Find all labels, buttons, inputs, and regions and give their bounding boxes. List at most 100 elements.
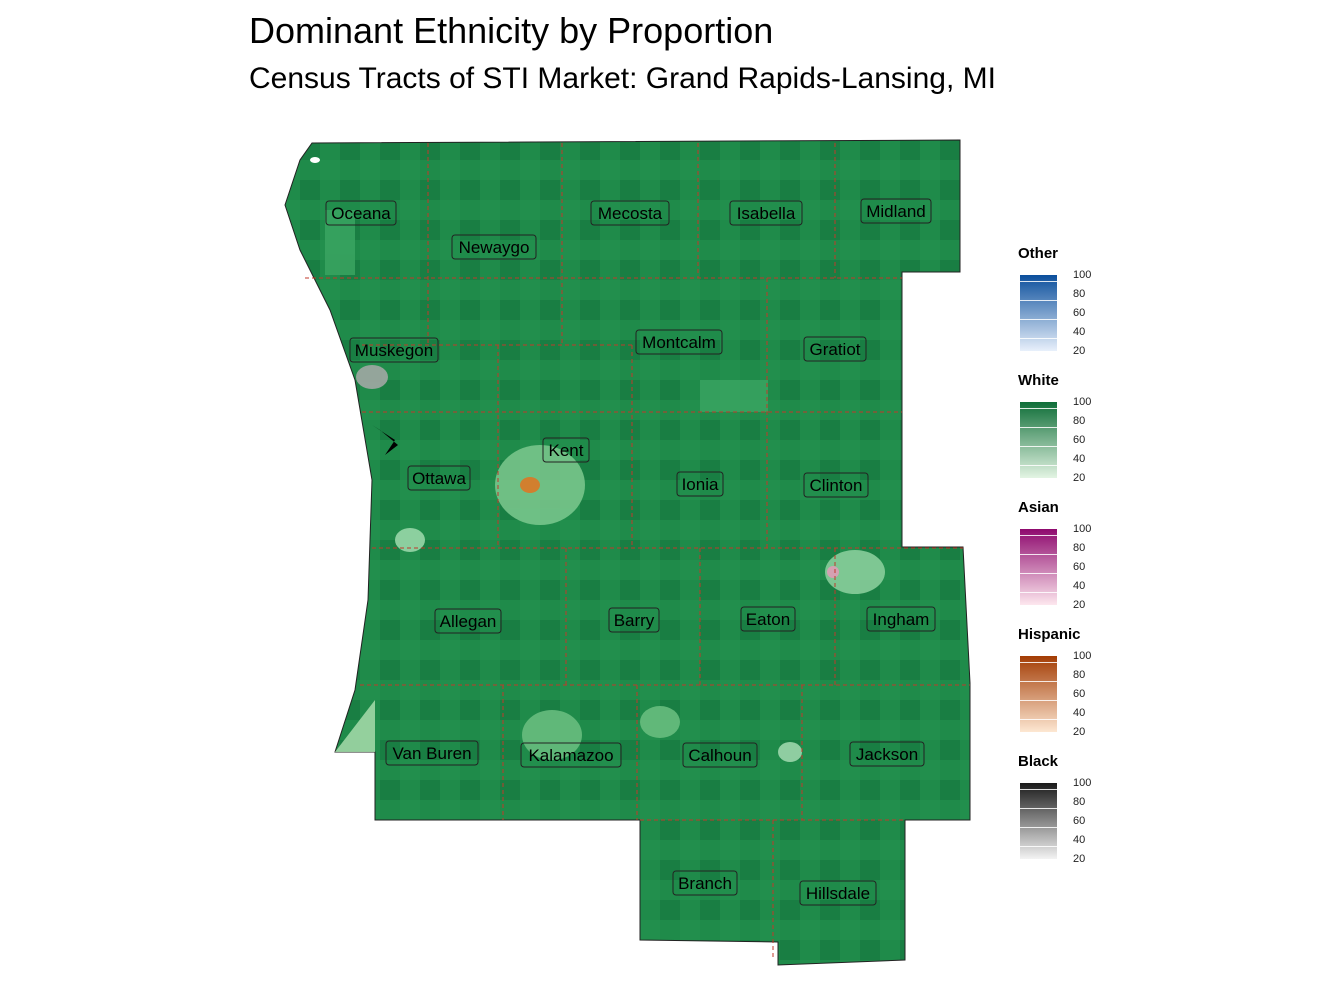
county-label-hillsdale: Hillsdale — [799, 880, 877, 906]
legend-color-bar — [1020, 656, 1057, 732]
county-label-ingham: Ingham — [866, 606, 936, 632]
legend-tick-mark — [1020, 554, 1057, 556]
legend-black: Black 100 80 60 40 20 — [1018, 753, 1128, 880]
legend-tick-mark — [1020, 662, 1057, 664]
legend-tick-mark — [1020, 592, 1057, 594]
county-label-calhoun: Calhoun — [682, 742, 758, 768]
legend-tick-mark — [1020, 319, 1057, 321]
county-label-ionia: Ionia — [676, 471, 724, 497]
map-title: Dominant Ethnicity by Proportion — [249, 10, 774, 51]
legend-tick-mark — [1020, 281, 1057, 283]
county-label-clinton: Clinton — [803, 472, 869, 498]
legend-tick: 80 — [1073, 542, 1086, 554]
county-label-text: Hillsdale — [806, 884, 870, 903]
legend-tick-mark — [1020, 338, 1057, 340]
county-label-branch: Branch — [672, 870, 738, 896]
county-label-text: Mecosta — [598, 204, 663, 223]
legend-white: White 100 80 60 40 20 — [1018, 372, 1128, 499]
county-label-montcalm: Montcalm — [635, 329, 723, 355]
legend-tick: 60 — [1073, 688, 1086, 700]
county-label-text: Branch — [678, 874, 732, 893]
legend-tick: 40 — [1073, 453, 1086, 465]
county-label-muskegon: Muskegon — [349, 337, 439, 363]
legend-ticks: 100 80 60 40 20 — [1073, 523, 1091, 618]
lakes — [310, 157, 398, 455]
legend-title: Asian — [1018, 499, 1059, 516]
county-label-van-buren: Van Buren — [385, 740, 479, 766]
county-label-text: Eaton — [746, 610, 790, 629]
county-label-kalamazoo: Kalamazoo — [520, 742, 622, 768]
choropleth-map: Oceana Newaygo Mecosta Isabella Midland … — [284, 139, 971, 966]
county-label-text: Jackson — [856, 745, 918, 764]
county-label-text: Barry — [614, 611, 655, 630]
county-label-eaton: Eaton — [740, 606, 796, 632]
legend-tick-mark — [1020, 427, 1057, 429]
legend-tick: 100 — [1073, 269, 1092, 281]
legend-color-bar — [1020, 275, 1057, 351]
legend-tick: 100 — [1073, 523, 1092, 535]
county-label-text: Ionia — [682, 475, 719, 494]
legend-title: Black — [1018, 753, 1059, 770]
county-label-isabella: Isabella — [729, 200, 803, 226]
county-label-midland: Midland — [860, 198, 932, 224]
legend-tick-mark — [1020, 465, 1057, 467]
legend-tick: 60 — [1073, 307, 1086, 319]
legend-asian: Asian 100 80 60 40 20 — [1018, 499, 1128, 626]
legend-tick: 20 — [1073, 472, 1086, 484]
legend-tick-mark — [1020, 719, 1057, 721]
county-label-text: Calhoun — [688, 746, 751, 765]
map-subtitle: Census Tracts of STI Market: Grand Rapid… — [249, 62, 996, 95]
legend-tick-mark — [1020, 535, 1057, 537]
county-label-text: Oceana — [331, 204, 391, 223]
county-label-newaygo: Newaygo — [451, 234, 537, 260]
legend-tick: 60 — [1073, 434, 1086, 446]
legend-tick: 20 — [1073, 726, 1086, 738]
county-label-text: Muskegon — [355, 341, 433, 360]
legend-tick-mark — [1020, 808, 1057, 810]
legend-tick-mark — [1020, 681, 1057, 683]
legend-tick: 40 — [1073, 326, 1086, 338]
legend-tick: 20 — [1073, 345, 1086, 357]
legend-tick: 40 — [1073, 834, 1086, 846]
legend-tick: 100 — [1073, 650, 1092, 662]
county-label-jackson: Jackson — [849, 741, 925, 767]
legend-color-bar — [1020, 402, 1057, 478]
county-label-text: Clinton — [810, 476, 863, 495]
legend-hispanic: Hispanic 100 80 60 40 20 — [1018, 626, 1128, 753]
legend-tick: 40 — [1073, 580, 1086, 592]
legend-tick-mark — [1020, 827, 1057, 829]
legend-tick: 100 — [1073, 777, 1092, 789]
county-label-kent: Kent — [542, 437, 590, 463]
legend-title: Hispanic — [1018, 626, 1081, 643]
legend-tick-mark — [1020, 700, 1057, 702]
county-label-allegan: Allegan — [434, 608, 502, 634]
legend-tick-mark — [1020, 300, 1057, 302]
county-label-barry: Barry — [608, 607, 660, 633]
legend-color-bar — [1020, 529, 1057, 605]
legend-ticks: 100 80 60 40 20 — [1073, 650, 1091, 745]
county-label-text: Gratiot — [809, 340, 860, 359]
county-label-text: Ingham — [873, 610, 930, 629]
legend-tick: 20 — [1073, 599, 1086, 611]
county-labels: Oceana Newaygo Mecosta Isabella Midland … — [325, 198, 936, 906]
legend-title: Other — [1018, 245, 1059, 262]
county-label-mecosta: Mecosta — [590, 200, 670, 226]
legend-tick: 80 — [1073, 415, 1086, 427]
county-label-text: Montcalm — [642, 333, 716, 352]
legend-ticks: 100 80 60 40 20 — [1073, 269, 1091, 364]
county-label-gratiot: Gratiot — [803, 336, 867, 362]
legend-tick-mark — [1020, 408, 1057, 410]
legend-tick: 100 — [1073, 396, 1092, 408]
legend-tick: 60 — [1073, 561, 1086, 573]
county-label-text: Kalamazoo — [528, 746, 613, 765]
legend: Other 100 80 60 40 20 White 100 80 60 40… — [1018, 245, 1128, 880]
county-label-text: Isabella — [737, 204, 796, 223]
county-label-ottawa: Ottawa — [407, 465, 471, 491]
legend-tick-mark — [1020, 573, 1057, 575]
legend-tick-mark — [1020, 446, 1057, 448]
legend-tick: 80 — [1073, 288, 1086, 300]
legend-tick: 40 — [1073, 707, 1086, 719]
legend-color-bar — [1020, 783, 1057, 859]
legend-tick: 60 — [1073, 815, 1086, 827]
legend-ticks: 100 80 60 40 20 — [1073, 777, 1091, 872]
